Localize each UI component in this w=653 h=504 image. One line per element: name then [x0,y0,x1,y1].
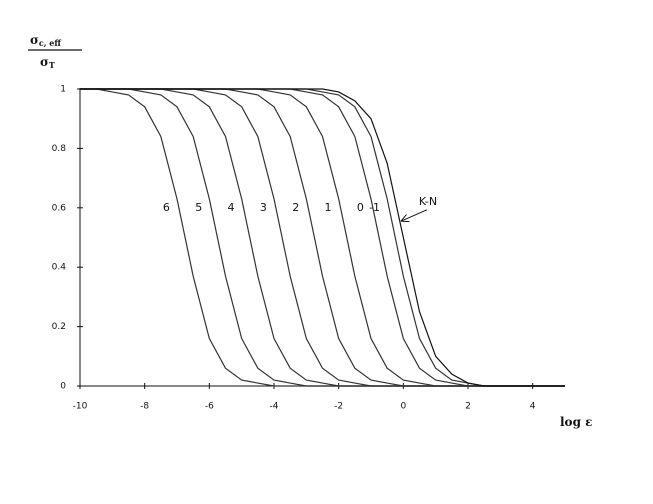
curve [80,88,565,387]
y-title-denominator: σT [40,55,55,71]
label-arrow [402,209,428,221]
y-tick-label: 0.2 [52,322,66,332]
y-tick-label: 0 [60,382,66,392]
curve [80,88,565,387]
y-title-numerator: σc, eff [30,33,61,49]
y-tick-label: 0.8 [52,144,67,154]
x-tick-label: -10 [73,402,88,412]
curve-label: 2 [292,201,299,214]
curve-label: 6 [163,201,170,214]
y-tick-label: 0.6 [52,203,67,213]
y-axis-title: σc, eff σT [28,33,82,71]
y-tick-label: 1 [60,85,66,95]
curve-label: K-N [419,195,437,208]
curve-label: 4 [228,201,235,214]
curve [80,88,565,387]
x-tick-label: 4 [530,402,536,412]
curve-label: 0 [357,201,364,214]
curve [80,88,565,387]
curve [80,88,565,387]
curve [80,88,565,387]
curve-label: -1 [369,201,380,214]
curve-label: 3 [260,201,267,214]
curve [80,88,565,387]
x-axis-title: log ε [560,415,592,429]
x-tick-label: -8 [140,402,149,412]
x-tick-label: -4 [270,402,279,412]
y-tick-label: 0.4 [52,263,67,273]
x-tick-label: 2 [465,402,471,412]
x-tick-label: 0 [400,402,406,412]
curve [80,88,565,387]
curve-label: 5 [195,201,202,214]
curve-label: 1 [325,201,332,214]
x-tick-label: -6 [205,402,214,412]
curve [80,88,565,387]
x-tick-label: -2 [334,402,343,412]
